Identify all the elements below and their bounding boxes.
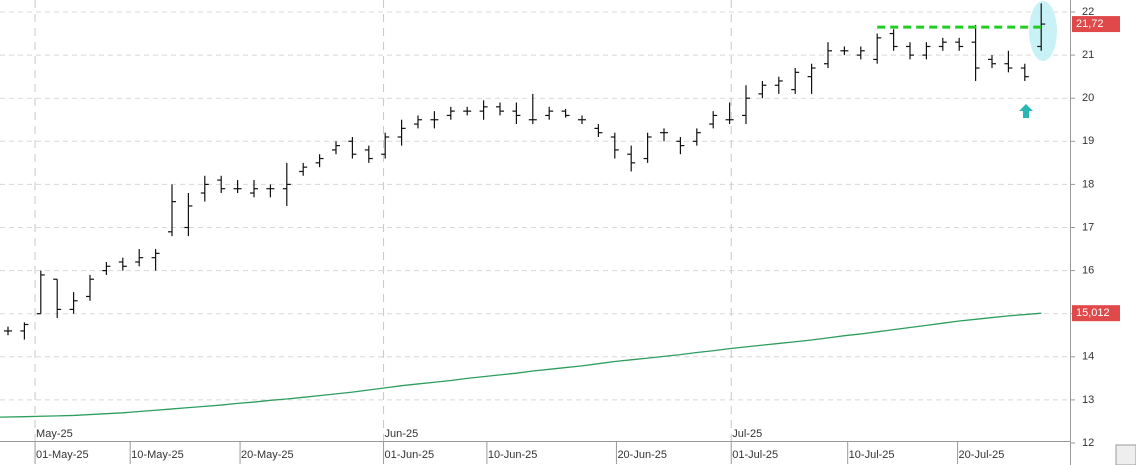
x-tick-label: 20-May-25	[241, 449, 294, 461]
scale-button[interactable]	[1115, 444, 1136, 465]
y-tick-label: 12	[1082, 437, 1094, 449]
moving-average	[0, 312, 1042, 418]
x-tick-label: 20-Jun-25	[617, 449, 667, 461]
price-tag-label: 21,72	[1076, 18, 1104, 30]
x-axis-panel	[0, 441, 1070, 465]
price-tag	[1072, 305, 1120, 322]
y-tick-label: 20	[1082, 92, 1094, 104]
x-tick-label: 01-Jun-25	[385, 449, 435, 461]
month-label: May-25	[36, 428, 73, 440]
month-label: Jul-25	[732, 428, 762, 440]
y-tick-label: 22	[1082, 6, 1094, 18]
y-tick-label: 16	[1082, 265, 1094, 277]
x-tick-label: 10-Jul-25	[849, 449, 895, 461]
y-tick-label: 18	[1082, 178, 1094, 190]
y-tick-label: 19	[1082, 135, 1094, 147]
highlight-ellipse	[1029, 1, 1057, 61]
x-tick-label: 20-Jul-25	[959, 449, 1005, 461]
x-tick-label: 10-Jun-25	[488, 449, 538, 461]
plot-area	[0, 0, 1070, 444]
bars	[4, 3, 1046, 340]
y-tick-label: 17	[1082, 221, 1094, 233]
up-arrow	[1019, 104, 1033, 118]
y-tick-label: 14	[1082, 351, 1094, 363]
x-tick-label: 01-Jul-25	[732, 449, 778, 461]
price-tag-label: 15,012	[1076, 307, 1110, 319]
axes: 1213141516171819202122May-25Jun-25Jul-25…	[34, 6, 1120, 464]
y-tick-label: 21	[1082, 49, 1094, 61]
y-tick-label: 13	[1082, 394, 1094, 406]
x-tick-label: 01-May-25	[36, 449, 89, 461]
price-tag	[1072, 16, 1120, 33]
x-tick-label: 10-May-25	[131, 449, 184, 461]
month-label: Jun-25	[385, 428, 419, 440]
y-axis-panel	[1070, 0, 1136, 465]
